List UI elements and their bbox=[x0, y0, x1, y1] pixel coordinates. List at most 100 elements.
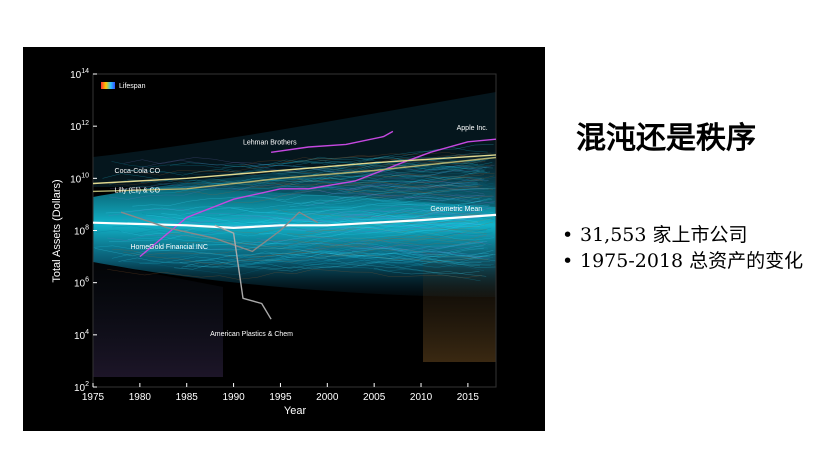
bullet-list: • 31,553 家上市公司 • 1975-2018 总资产的变化 bbox=[562, 222, 827, 274]
density-lines bbox=[93, 144, 496, 282]
density-line bbox=[277, 173, 485, 182]
density-line bbox=[109, 163, 485, 189]
density-line bbox=[112, 229, 488, 255]
density-line bbox=[239, 221, 484, 234]
density-line bbox=[118, 250, 494, 263]
density-line bbox=[324, 167, 493, 174]
density-line bbox=[272, 208, 480, 218]
density-line bbox=[286, 217, 494, 236]
x-tick-label: 2000 bbox=[316, 392, 339, 403]
density-line bbox=[94, 248, 489, 261]
annotation-label: Geometric Mean bbox=[430, 206, 482, 213]
density-line bbox=[230, 181, 494, 190]
density-line bbox=[266, 255, 492, 266]
density-line bbox=[230, 207, 494, 217]
x-tick-label: 2015 bbox=[457, 392, 480, 403]
density-line bbox=[127, 229, 484, 245]
y-tick-label: 108 bbox=[74, 225, 89, 238]
density-line bbox=[269, 173, 495, 186]
annotation-label: Lehman Brothers bbox=[243, 139, 297, 146]
x-tick-label: 1985 bbox=[176, 392, 199, 403]
density-line bbox=[219, 214, 482, 226]
density-line bbox=[306, 193, 494, 207]
x-tick-label: 1995 bbox=[269, 392, 292, 403]
density-line bbox=[305, 209, 494, 221]
bullet-item: • 31,553 家上市公司 bbox=[562, 222, 827, 248]
density-line bbox=[198, 236, 480, 249]
density-line bbox=[193, 183, 494, 191]
density-line bbox=[302, 246, 490, 259]
density-line bbox=[253, 243, 479, 259]
y-tick-label: 106 bbox=[74, 277, 89, 290]
density-line bbox=[111, 241, 487, 259]
density-line bbox=[195, 252, 496, 265]
series-layer bbox=[92, 130, 497, 320]
series-line-coca-cola-co bbox=[92, 154, 497, 185]
density-line bbox=[342, 158, 493, 168]
density-line bbox=[305, 221, 494, 233]
density-line bbox=[203, 174, 485, 188]
density-line bbox=[295, 252, 483, 266]
y-axis-title: Total Assets (Dollars) bbox=[51, 179, 63, 282]
density-line bbox=[356, 239, 488, 250]
y-tick-label: 104 bbox=[74, 329, 89, 342]
density-line bbox=[267, 183, 493, 195]
density-line bbox=[338, 203, 489, 216]
density-line bbox=[291, 185, 480, 200]
density-line bbox=[280, 205, 487, 213]
density-line bbox=[264, 256, 491, 267]
chart-figure: 1975 1980 1985 1990 1995 2000 2005 2010 2015 102… bbox=[23, 47, 545, 431]
series-line-lilly-eli-co bbox=[92, 156, 497, 193]
density-line bbox=[284, 227, 492, 250]
density-line bbox=[146, 214, 484, 224]
density-line bbox=[315, 254, 485, 271]
annotation-label: Apple Inc. bbox=[457, 125, 488, 132]
density-line bbox=[226, 245, 489, 264]
x-tick-label: 1990 bbox=[222, 392, 245, 403]
density-line bbox=[373, 267, 487, 277]
density-line bbox=[258, 222, 484, 237]
density-line bbox=[247, 194, 492, 203]
x-axis-ticks: 1975 1980 1985 1990 1995 2000 2005 2010 2015 bbox=[82, 383, 480, 403]
series-line-geometric-mean bbox=[92, 213, 497, 229]
density-line bbox=[132, 188, 489, 207]
density-line bbox=[297, 235, 486, 245]
density-line bbox=[290, 163, 479, 184]
density-line bbox=[109, 173, 485, 188]
density-line bbox=[245, 248, 489, 257]
annotation-label: American Plastics & Chem bbox=[210, 331, 293, 338]
density-line bbox=[123, 170, 480, 190]
density-line bbox=[370, 206, 484, 218]
density-line bbox=[270, 253, 496, 264]
density-line bbox=[324, 144, 494, 166]
x-tick-label: 2005 bbox=[363, 392, 386, 403]
density-line bbox=[327, 179, 478, 189]
density-line bbox=[341, 188, 492, 196]
density-background bbox=[93, 92, 496, 377]
density-line bbox=[111, 161, 487, 174]
bullet-dot: • bbox=[562, 250, 574, 272]
density-line bbox=[243, 231, 487, 257]
lifespan-legend: Lifespan bbox=[101, 82, 146, 90]
density-line bbox=[222, 162, 485, 174]
density-line bbox=[121, 218, 478, 236]
slide-title: 混沌还是秩序 bbox=[576, 121, 756, 156]
density-line bbox=[227, 250, 490, 261]
density-line bbox=[138, 157, 495, 174]
density-line bbox=[108, 184, 484, 200]
series-line-apple-inc- bbox=[139, 138, 497, 258]
density-line bbox=[179, 239, 480, 258]
density-line bbox=[228, 242, 492, 266]
density-line bbox=[305, 191, 494, 204]
density-line bbox=[362, 192, 494, 203]
density-line bbox=[120, 173, 496, 192]
density-line bbox=[267, 198, 493, 213]
density-line bbox=[181, 258, 482, 270]
density-line bbox=[123, 239, 480, 265]
assets-chart: 1975 1980 1985 1990 1995 2000 2005 2010 2015 102… bbox=[51, 68, 497, 417]
density-line bbox=[191, 239, 492, 250]
density-line bbox=[363, 202, 495, 207]
annotation-label: Lilly (Eli) & CO bbox=[115, 188, 161, 195]
density-line bbox=[322, 238, 492, 250]
density-line bbox=[341, 207, 492, 220]
